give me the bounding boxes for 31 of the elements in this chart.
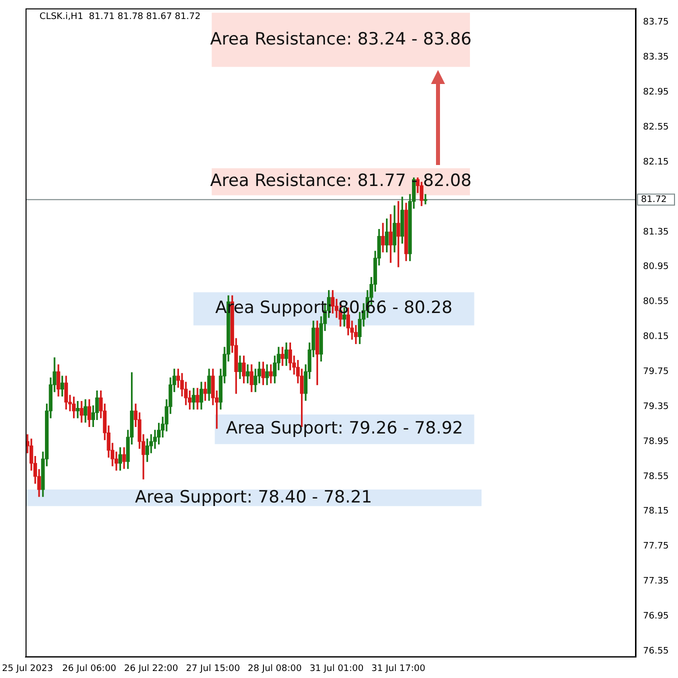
y-tick-label: 76.95 (643, 612, 669, 622)
y-tick-label: 80.55 (643, 297, 669, 308)
y-tick-label: 78.15 (643, 506, 669, 517)
y-tick-label: 83.35 (643, 52, 669, 63)
x-tick-label: 28 Jul 08:00 (248, 664, 302, 674)
y-tick-label: 77.35 (643, 576, 669, 587)
text: CLSK.i,H1 81.71 81.78 81.67 81.72 (40, 12, 201, 22)
y-tick-label: 82.95 (643, 88, 669, 98)
band-label: Area Support: 78.40 - 78.21 (134, 487, 372, 508)
ref-line-label: 81.72 (641, 194, 667, 205)
y-tick-label: 80.15 (643, 332, 669, 342)
x-tick-label: 26 Jul 22:00 (124, 664, 178, 674)
y-tick-label: 83.75 (643, 18, 669, 28)
x-tick-label: 31 Jul 17:00 (371, 664, 426, 674)
x-tick-label: 31 Jul 01:00 (310, 664, 364, 674)
y-tick-label: 81.35 (643, 227, 669, 238)
y-tick-label: 82.55 (643, 122, 669, 132)
y-tick-label: 78.55 (643, 472, 669, 482)
y-tick-label: 77.75 (643, 542, 669, 552)
y-tick-label: 79.75 (643, 367, 669, 377)
x-tick-label: 26 Jul 06:00 (62, 664, 117, 674)
candlestick (424, 194, 428, 204)
y-tick-label: 76.55 (643, 646, 669, 656)
y-tick-label: 82.15 (643, 157, 669, 168)
band-label: Area Support: 79.26 - 78.92 (226, 418, 464, 439)
y-tick-label: 79.35 (643, 402, 669, 412)
y-tick-label: 80.95 (643, 262, 669, 272)
y-tick-label: 78.95 (643, 436, 669, 447)
band-label: Area Resistance: 83.24 - 83.86 (210, 29, 472, 50)
x-tick-label: 25 Jul 2023 (2, 664, 53, 674)
x-tick-label: 27 Jul 15:00 (186, 664, 240, 674)
